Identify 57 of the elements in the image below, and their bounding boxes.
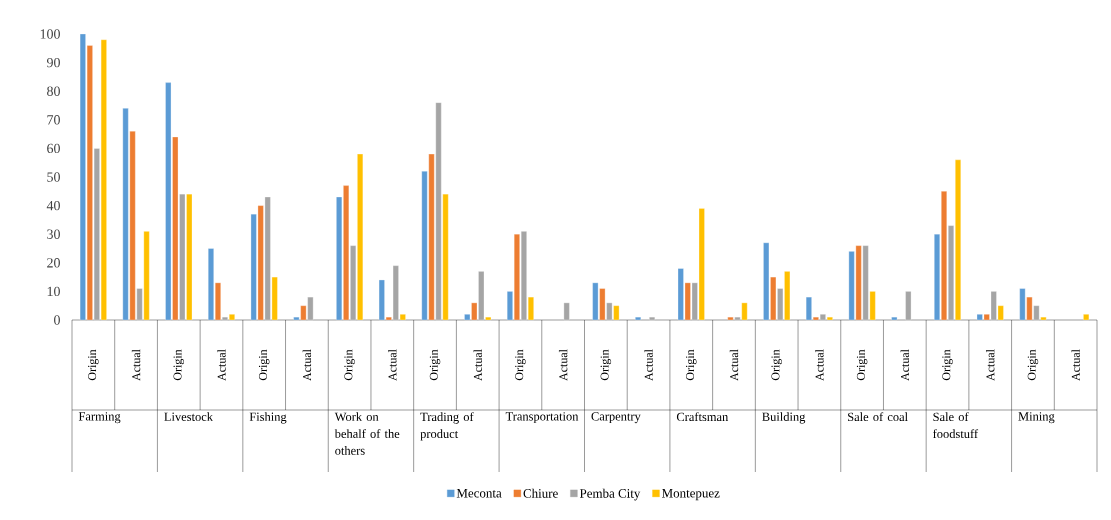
x-tick-label: Origin: [942, 349, 953, 381]
text: Farming: [78, 412, 121, 424]
x-tick-label: Origin: [1027, 349, 1039, 381]
y-tick-label: 40: [46, 200, 60, 211]
text: Livestock: [164, 412, 214, 421]
x-tick-label: Actual: [900, 349, 910, 381]
x-tick-label: Origin: [88, 349, 99, 381]
x-tick-label: Origin: [173, 349, 185, 381]
x-tick-label: Origin: [686, 349, 697, 381]
y-tick-label: 100: [40, 29, 60, 39]
y-tick-label: 70: [47, 115, 60, 125]
bar: [1083, 314, 1090, 321]
text: Carpentry: [591, 412, 641, 424]
x-tick-label: Actual: [729, 349, 739, 381]
x-tick-label: Actual: [986, 349, 995, 381]
y-tick-label: 60: [47, 143, 60, 154]
x-tick-label: Actual: [644, 349, 653, 381]
x-tick-label: Origin: [856, 349, 868, 381]
text: Sale of foodstuff: [933, 412, 979, 439]
y-tick-label: 30: [47, 229, 60, 239]
text: Work on behalf of the others: [334, 412, 400, 455]
x-tick-label: Actual: [302, 349, 312, 381]
legend-label: Pemba City: [579, 488, 641, 501]
x-tick-label: Actual: [1071, 349, 1080, 381]
x-tick-label: Actual: [388, 349, 397, 381]
text: Craftsman: [676, 412, 729, 422]
y-tick-label: 20: [47, 258, 60, 268]
text: Fishing: [249, 412, 287, 424]
x-tick-label: Origin: [600, 349, 612, 381]
y-tick-label: 80: [47, 86, 60, 96]
bar: [891, 317, 898, 321]
y-tick-label: 50: [47, 172, 60, 182]
x-tick-label: Origin: [344, 349, 355, 381]
x-tick-label: Origin: [258, 349, 270, 381]
bar: [905, 291, 912, 321]
legend-label: Chiure: [523, 488, 558, 498]
legend-label: Montepuez: [662, 488, 720, 501]
x-tick-label: Actual: [217, 349, 226, 381]
x-tick-label: Actual: [473, 349, 482, 381]
x-tick-label: Actual: [131, 349, 141, 381]
x-tick-label: Actual: [558, 349, 568, 381]
text: Trading of product: [420, 412, 474, 441]
x-tick-label: Origin: [429, 349, 441, 381]
x-tick-label: Actual: [815, 349, 824, 381]
bar: [635, 317, 641, 321]
text: Mining: [1018, 412, 1055, 424]
y-tick-label: 10: [47, 286, 60, 297]
text: Sale of coal: [848, 412, 908, 422]
y-tick-label: 0: [54, 315, 60, 325]
bar: [563, 302, 570, 321]
bar: [649, 317, 655, 321]
x-tick-label: Origin: [515, 349, 526, 381]
text: Transportation: [505, 412, 579, 424]
x-tick-label: Origin: [771, 349, 782, 381]
text: Building: [762, 412, 806, 424]
legend-label: Meconta: [456, 488, 502, 498]
y-tick-label: 90: [46, 57, 60, 68]
